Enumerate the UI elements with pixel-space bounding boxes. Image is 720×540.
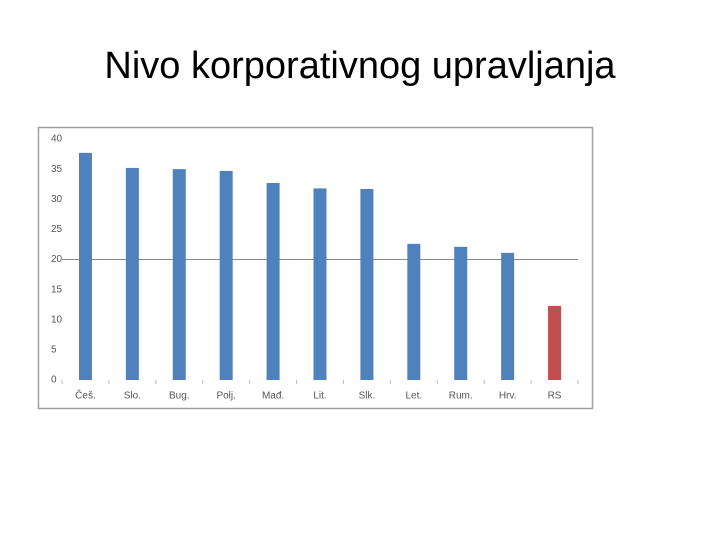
y-tick-label: 25	[51, 224, 63, 235]
y-tick-label: 40	[51, 134, 63, 145]
bar	[172, 169, 186, 380]
x-tick-label: Polj.	[216, 391, 235, 402]
y-tick-label: 35	[51, 164, 63, 175]
bar	[360, 189, 374, 380]
x-tick-label: Slk.	[359, 391, 376, 402]
x-tick-label: Bug.	[169, 391, 190, 402]
x-tick-label: Lit.	[313, 391, 326, 402]
y-tick-label: 30	[51, 194, 63, 205]
bar	[219, 170, 233, 380]
x-tick-label: Češ.	[75, 389, 96, 402]
bar	[501, 252, 515, 380]
y-tick-label: 0	[51, 375, 57, 386]
x-tick-label: Let.	[405, 391, 422, 402]
x-tick-label: RS	[548, 391, 562, 402]
bar	[78, 152, 92, 380]
y-tick-label: 15	[51, 284, 63, 295]
bar	[313, 188, 327, 380]
bar	[266, 182, 280, 380]
bar	[454, 246, 468, 380]
x-tick-label: Hrv.	[499, 391, 517, 402]
slide-title: Nivo korporativnog upravljanja	[104, 45, 616, 87]
y-tick-label: 5	[51, 345, 57, 356]
x-tick-label: Mađ.	[262, 391, 284, 402]
x-tick-label: Rum.	[449, 391, 473, 402]
bar	[548, 305, 562, 380]
y-tick-label: 10	[51, 314, 63, 325]
x-tick-label: Slo.	[124, 391, 141, 402]
bar	[125, 167, 139, 380]
bar	[407, 243, 421, 380]
y-tick-label: 20	[51, 254, 63, 265]
